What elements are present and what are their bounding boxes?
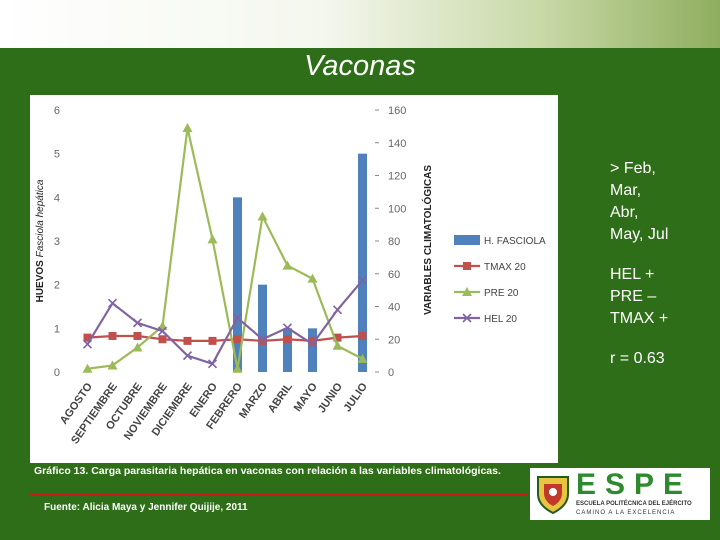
note-line: PRE –	[610, 288, 657, 305]
data-point	[157, 326, 168, 336]
data-point	[232, 363, 243, 373]
data-point	[332, 340, 343, 350]
data-point	[207, 359, 218, 369]
y-left-tick-label: 1	[54, 323, 60, 335]
x-tick-label: ABRIL	[266, 381, 295, 416]
legend-label: HEL 20	[484, 314, 517, 325]
data-point	[107, 298, 118, 308]
notes-months: > Feb, Mar, Abr, May, Jul	[610, 158, 668, 246]
note-line: May, Jul	[610, 226, 669, 243]
series-line	[86, 279, 364, 366]
x-tick-label: JULIO	[342, 380, 371, 414]
data-point	[257, 211, 268, 221]
logo-institution: ESCUELA POLITÉCNICA DEL EJÉRCITO	[576, 501, 692, 507]
top-band	[0, 0, 720, 48]
espe-logo: ESPE ESCUELA POLITÉCNICA DEL EJÉRCITO CA…	[530, 468, 710, 520]
y-right-tick-label: 0	[388, 367, 394, 379]
data-point	[332, 305, 343, 315]
bar	[258, 284, 267, 372]
legend-label: TMAX 20	[484, 262, 526, 273]
data-point	[207, 234, 218, 244]
data-point	[307, 273, 318, 283]
y-right-tick-label: 40	[388, 302, 400, 314]
data-point	[107, 360, 118, 370]
y-right-tick-label: 80	[388, 236, 400, 248]
chart-panel: 0 1 2 3 4 5 6 0 20 40 60 80 100 120 140 160 HUEVOS Fasci…	[30, 95, 558, 463]
data-point	[83, 333, 92, 342]
bar	[283, 328, 292, 372]
y-right-tick-label: 20	[388, 334, 400, 346]
y-left-axis-label-italic: Fasciola hepática	[35, 179, 46, 257]
data-point	[257, 334, 268, 344]
data-point	[82, 363, 93, 373]
data-point	[232, 313, 243, 323]
chart-caption: Gráfico 13. Carga parasitaria hepática e…	[34, 465, 501, 477]
data-point	[358, 331, 367, 340]
data-point	[357, 353, 368, 363]
logo-wordmark: ESPE	[576, 468, 693, 501]
data-point	[82, 339, 93, 349]
y-left-axis-label-bold: HUEVOS	[35, 257, 46, 302]
data-point	[183, 336, 192, 345]
data-point	[282, 260, 293, 270]
y-right-tick-label: 60	[388, 269, 400, 281]
data-point	[182, 351, 193, 361]
logo-motto: CAMINO A LA EXCELENCIA	[576, 510, 676, 516]
data-point	[182, 123, 193, 133]
y-right-tick-label: 160	[388, 105, 406, 117]
y-right-tick-label: 120	[388, 171, 406, 183]
data-point	[283, 335, 292, 344]
data-point	[158, 335, 167, 344]
notes-correlation: HEL + PRE – TMAX +	[610, 264, 668, 330]
note-line: HEL +	[610, 266, 655, 283]
bar	[308, 328, 317, 372]
y-left-tick-label: 0	[54, 367, 60, 379]
note-line: TMAX +	[610, 310, 669, 327]
source-note: Fuente: Alicia Maya y Jennifer Quijije, …	[44, 502, 248, 513]
data-point	[258, 336, 267, 345]
y-right-tick-label: 140	[388, 138, 406, 150]
legend-swatch	[454, 235, 480, 245]
note-line: Abr,	[610, 204, 639, 221]
legend-marker	[462, 313, 472, 323]
y-right-axis-label: VARIABLES CLIMATOLÓGICAS	[421, 165, 434, 315]
data-point	[132, 318, 143, 328]
note-r-value: r = 0.63	[610, 350, 665, 367]
x-tick-label: JUNIO	[316, 380, 345, 415]
data-point	[208, 336, 217, 345]
y-left-tick-label: 2	[54, 280, 60, 292]
bar	[358, 153, 367, 372]
data-point	[282, 323, 293, 333]
slide-title: Vaconas	[304, 50, 416, 82]
data-point	[333, 333, 342, 342]
data-point	[308, 336, 317, 345]
legend-marker	[462, 287, 472, 296]
y-left-axis-label: HUEVOS Fasciola hepática	[35, 179, 46, 302]
data-point	[233, 335, 242, 344]
legend-label: H. FASCIOLA	[484, 236, 546, 247]
data-point	[133, 331, 142, 340]
caption-divider	[30, 493, 528, 496]
data-point	[132, 342, 143, 352]
note-line: Mar,	[610, 182, 642, 199]
y-left-tick-label: 3	[54, 236, 60, 248]
y-left-tick-label: 4	[54, 192, 60, 204]
crest-icon	[537, 476, 569, 514]
data-point	[108, 331, 117, 340]
y-left-tick-label: 5	[54, 149, 60, 161]
data-point	[307, 339, 318, 349]
legend-marker	[463, 262, 471, 270]
y-right-tick-label: 100	[388, 203, 406, 215]
bar	[233, 197, 242, 372]
data-point	[357, 275, 368, 285]
legend-label: PRE 20	[484, 288, 519, 299]
note-line: > Feb,	[610, 160, 656, 177]
y-left-tick-label: 6	[54, 105, 60, 117]
